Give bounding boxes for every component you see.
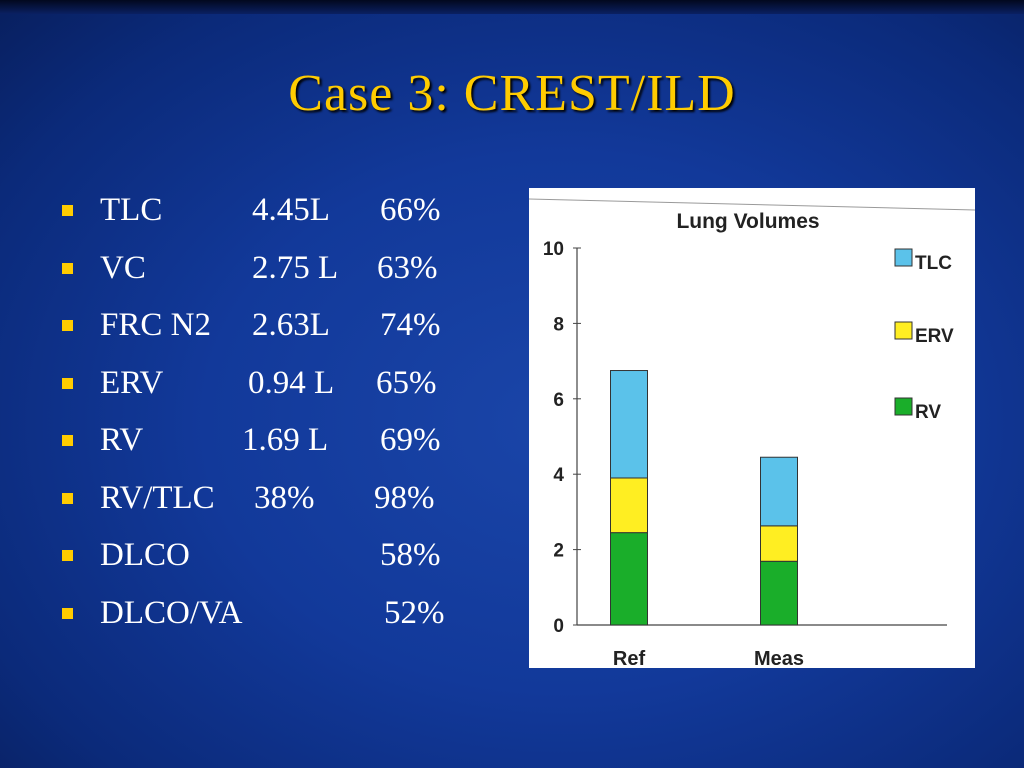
bar-layer: Ref Meas xyxy=(610,370,804,668)
bullet-icon xyxy=(62,205,73,216)
legend-label-erv: ERV xyxy=(915,326,954,347)
top-bar xyxy=(0,0,1024,14)
bullet-icon xyxy=(62,262,73,274)
scan-edge-line xyxy=(529,198,975,211)
y-tick-label: 10 xyxy=(543,239,564,260)
stat-percent: 63% xyxy=(377,249,438,286)
stat-value: 38% xyxy=(254,479,315,516)
x-tick-label: Meas xyxy=(754,648,804,668)
stat-label: VC xyxy=(100,249,146,286)
stat-percent: 98% xyxy=(374,479,435,516)
bullet-icon xyxy=(62,320,73,331)
legend-swatch-erv xyxy=(894,321,913,340)
legend-layer: TLC ERV RV xyxy=(894,248,954,423)
y-tick-label: 2 xyxy=(553,541,564,562)
bar-segment-rv-meas xyxy=(760,560,798,626)
stat-value: 4.45L xyxy=(252,192,330,228)
y-tick-label: 0 xyxy=(553,616,564,637)
bullet-icon xyxy=(62,607,73,619)
stat-value: 0.94 L xyxy=(248,364,335,401)
x-tick-label: Ref xyxy=(613,648,646,668)
stat-label: RV xyxy=(100,422,144,458)
y-tick-label: 8 xyxy=(553,314,564,335)
stat-label: RV/TLC xyxy=(100,479,215,516)
stat-percent: 66% xyxy=(380,192,441,228)
y-tick-label: 4 xyxy=(553,465,564,486)
legend-swatch-rv xyxy=(894,397,913,416)
bar-segment-rv-ref xyxy=(610,532,648,626)
slide-title: Case 3: CREST/ILD xyxy=(288,65,736,122)
bullet-icon xyxy=(62,435,73,446)
bar-segment-tlc-meas xyxy=(760,456,798,527)
chart-title: Lung Volumes xyxy=(676,210,819,233)
bullet-icon xyxy=(62,377,73,389)
stat-value: 1.69 L xyxy=(242,422,329,458)
lung-volumes-chart: Lung Volumes 0 2 4 6 8 10 Ref Meas TLC ERV RV xyxy=(529,188,975,668)
y-tick-label: 6 xyxy=(553,390,564,411)
legend-swatch-tlc xyxy=(894,248,913,267)
stat-value: 2.75 L xyxy=(252,249,339,286)
stat-label: FRC N2 xyxy=(100,307,211,343)
legend-label-rv: RV xyxy=(915,402,941,423)
stat-percent: 65% xyxy=(376,364,437,401)
stat-percent: 58% xyxy=(380,537,441,573)
bullet-icon xyxy=(62,550,73,561)
bar-segment-tlc-ref xyxy=(610,370,648,479)
stat-percent: 69% xyxy=(380,422,441,458)
stat-label: DLCO xyxy=(100,537,190,573)
axis-layer: 0 2 4 6 8 10 xyxy=(543,239,947,637)
bar-segment-erv-ref xyxy=(610,477,648,534)
stat-label: DLCO/VA xyxy=(100,594,243,631)
chart-svg: Lung Volumes 0 2 4 6 8 10 Ref Meas TLC ERV RV xyxy=(529,198,975,668)
bar-segment-erv-meas xyxy=(760,525,798,562)
legend-label-tlc: TLC xyxy=(915,253,952,274)
stat-percent: 74% xyxy=(380,307,441,343)
stat-label: ERV xyxy=(100,364,164,401)
stat-percent: 52% xyxy=(384,594,445,631)
bullet-icon xyxy=(62,492,73,504)
stat-value: 2.63L xyxy=(252,307,330,343)
stat-label: TLC xyxy=(100,192,163,228)
